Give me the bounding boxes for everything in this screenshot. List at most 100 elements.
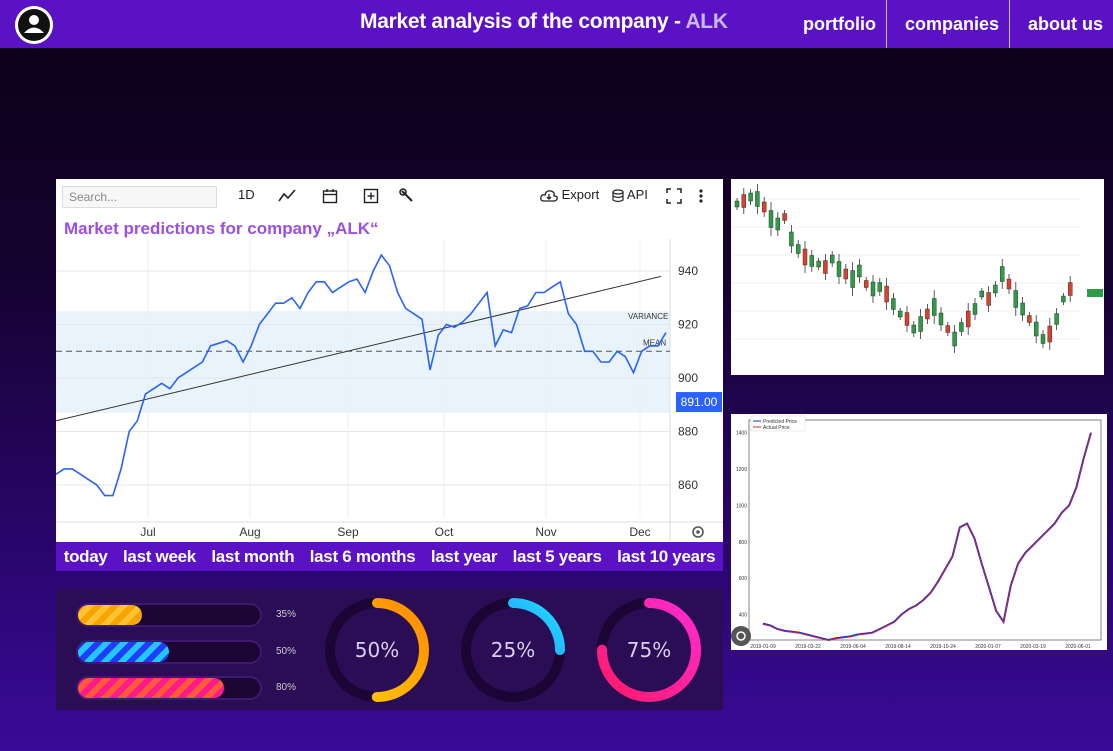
y-tick-label: 940 <box>678 264 698 278</box>
database-icon <box>612 188 624 202</box>
candle-body <box>734 200 740 208</box>
progress-panel: 35% 50% 80% 50% 25% 75% <box>56 589 723 710</box>
calendar-icon[interactable] <box>322 187 338 204</box>
progress-ring-arc <box>461 598 565 702</box>
ticker-symbol: ALK <box>685 10 728 33</box>
gear-icon[interactable] <box>692 526 704 538</box>
price-chart[interactable]: 860 880 900 920 940 Jul Aug Sep Oct Nov Dec MEAN VAR… <box>56 179 723 542</box>
candle-body <box>1020 302 1025 316</box>
candle-body <box>1040 334 1046 344</box>
api-label: API <box>626 187 648 202</box>
pred-y-tick: 1200 <box>736 467 747 473</box>
line-chart-icon[interactable] <box>278 187 296 204</box>
x-tick-label: Sep <box>337 525 359 539</box>
period-today[interactable]: today <box>63 546 108 566</box>
candle-body <box>918 316 923 332</box>
trend-line <box>56 275 662 422</box>
period-last-year[interactable]: last year <box>430 546 498 566</box>
api-button[interactable]: API <box>612 187 648 203</box>
pred-y-tick: 1000 <box>736 503 747 509</box>
add-indicator-icon[interactable] <box>363 187 379 204</box>
period-last-10-years[interactable]: last 10 years <box>617 546 716 566</box>
candle-body <box>789 231 794 247</box>
candle-body <box>1068 282 1073 296</box>
candle-body <box>965 310 971 328</box>
search-input[interactable]: Search... <box>62 186 217 208</box>
nav-portfolio[interactable]: portfolio <box>802 14 876 34</box>
page-title: Market analysis of the company - ALK <box>360 10 728 34</box>
candle-body <box>891 298 896 310</box>
y-tick-label: 900 <box>678 371 698 385</box>
candle-body <box>931 298 937 316</box>
page-title-text: Market analysis of the company - <box>360 10 686 33</box>
user-avatar-icon[interactable] <box>15 6 53 44</box>
progress-bar-2-label: 50% <box>276 646 297 657</box>
y-tick-label: 860 <box>678 478 698 492</box>
image-search-icon[interactable] <box>731 626 751 646</box>
progress-bar-1-label: 35% <box>276 609 297 620</box>
progress-bar-3-label: 80% <box>276 682 297 693</box>
progress-rings: 50% 25% 75% <box>325 598 701 702</box>
tools-wrench-icon[interactable] <box>399 187 415 204</box>
progress-bar-1-fill <box>78 605 142 625</box>
candle-body <box>1061 295 1066 303</box>
candlestick-chart <box>731 184 1103 353</box>
main-nav: portfolio companies about us <box>785 0 1113 48</box>
candle-body <box>863 280 869 288</box>
progress-ring-label: 75% <box>627 638 671 662</box>
export-label: Export <box>561 187 600 202</box>
candle-body <box>986 292 991 306</box>
pred-plot-frame <box>748 419 1102 641</box>
candle-body <box>775 217 780 231</box>
candle-body <box>762 201 767 213</box>
pred-x-tick: 2020-03-19 <box>1020 644 1046 650</box>
progress-ring-label: 25% <box>491 638 535 662</box>
pred-x-tick: 2019-06-04 <box>840 644 866 650</box>
period-last-month[interactable]: last month <box>211 546 295 566</box>
fullscreen-icon[interactable] <box>666 187 682 204</box>
progress-bar-2-fill <box>78 642 169 662</box>
more-options-icon[interactable] <box>698 187 704 204</box>
price-series-line <box>56 253 667 497</box>
candle-body <box>897 310 903 318</box>
interval-button[interactable]: 1D <box>238 187 255 202</box>
export-button[interactable]: Export <box>540 187 599 203</box>
candle-body <box>1034 321 1039 337</box>
candle-body <box>870 281 876 297</box>
cloud-download-icon <box>540 189 558 202</box>
pred-x-tick: 2020-01-07 <box>975 644 1001 650</box>
candle-body <box>857 264 862 278</box>
x-tick-label: Aug <box>239 525 260 539</box>
candle-body <box>843 268 849 280</box>
nav-companies[interactable]: companies <box>885 0 1009 48</box>
candle-body <box>993 284 998 294</box>
nav-about-us[interactable]: about us <box>1009 0 1113 48</box>
candle-body <box>1006 278 1012 290</box>
candle-body <box>1013 290 1018 308</box>
progress-bar-1 <box>76 603 262 627</box>
candle-body <box>959 322 964 332</box>
candle-body <box>802 248 808 266</box>
mean-label: MEAN <box>643 338 666 347</box>
price-badge-text: 891.00 <box>681 395 718 409</box>
candle-body <box>755 191 760 207</box>
candle-body <box>877 282 883 292</box>
candle-body <box>829 254 835 264</box>
period-last-5-years[interactable]: last 5 years <box>512 546 602 566</box>
pred-y-tick: 600 <box>739 576 748 582</box>
candle-body <box>1000 266 1005 282</box>
period-last-6-months[interactable]: last 6 months <box>309 546 416 566</box>
progress-ring-arc <box>325 598 429 702</box>
progress-ring-label: 50% <box>355 638 399 662</box>
candle-body <box>748 192 753 202</box>
candle-body <box>979 290 985 298</box>
pred-legend <box>750 415 806 432</box>
candle-body <box>952 331 957 347</box>
candle-body <box>741 194 747 208</box>
progress-bar-3 <box>76 676 262 700</box>
y-tick-label: 920 <box>678 318 698 332</box>
period-last-week[interactable]: last week <box>123 546 196 566</box>
progress-ring-arc <box>597 598 701 702</box>
pred-x-tick: 2019-08-14 <box>885 644 911 650</box>
period-selector: today last week last month last 6 months… <box>56 542 723 571</box>
